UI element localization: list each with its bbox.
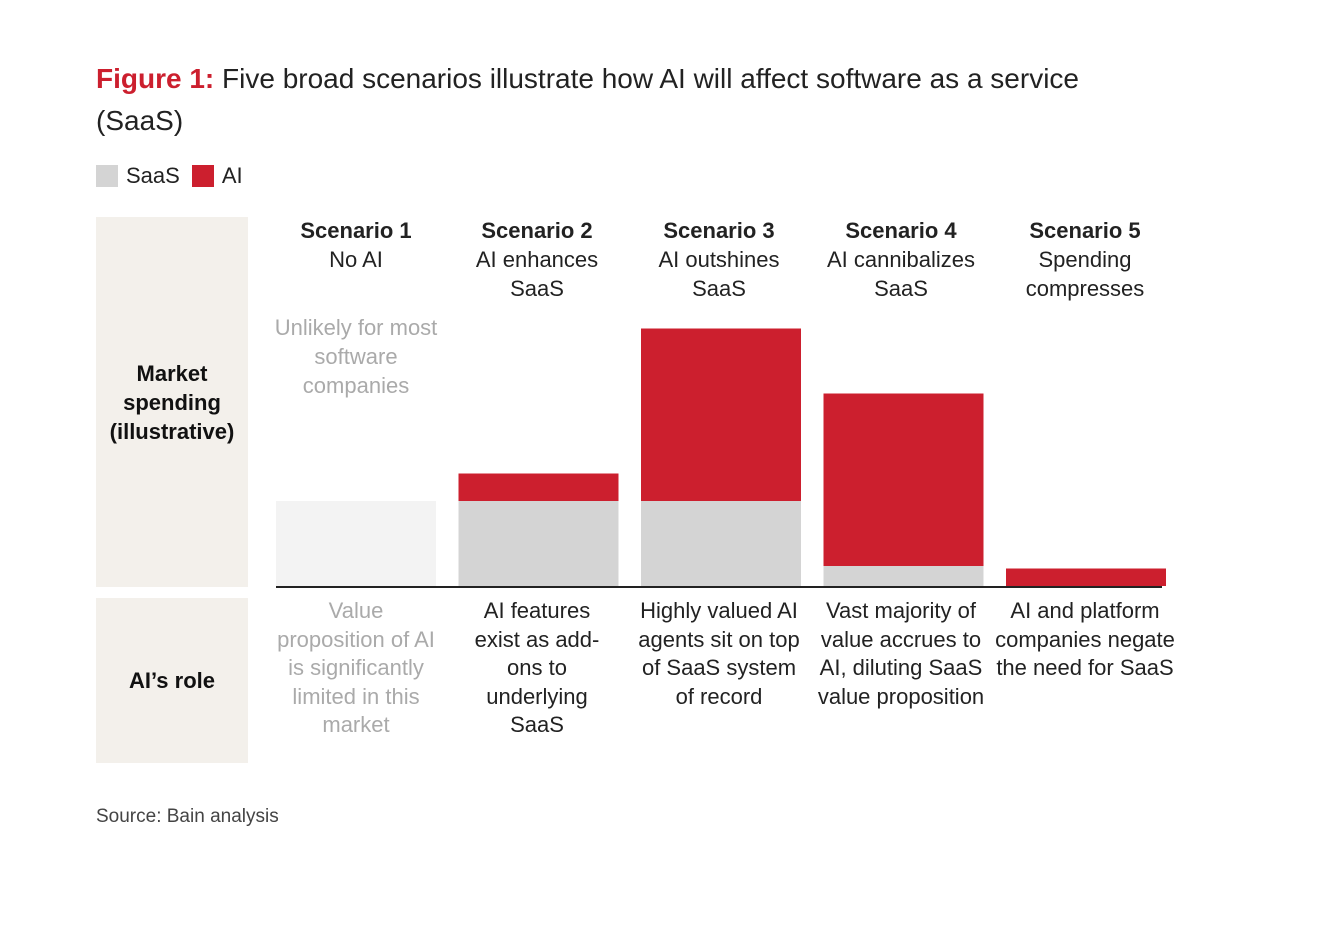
scenario-3-header: Scenario 3 AI outshines SaaS [628, 216, 810, 303]
legend-item-saas: SaaS [96, 163, 180, 189]
figure-label: Figure 1: [96, 63, 215, 94]
scenario-2-role: AI features exist as add-ons to underlyi… [474, 598, 600, 737]
scenario-1-role: Value proposition of AI is significantly… [277, 598, 435, 737]
scenario-4-subtitle: AI cannibalizes SaaS [827, 247, 975, 301]
legend-swatch-saas [96, 165, 118, 187]
scenario-4-title: Scenario 4 [845, 218, 957, 243]
scenario-4-role: Vast majority of value accrues to AI, di… [817, 598, 985, 709]
scenario-2-header: Scenario 2 AI enhances SaaS [446, 216, 628, 303]
figure-title-text: Five broad scenarios illustrate how AI w… [96, 63, 1079, 136]
row-label-market-text: Market spending (illustrative) [109, 360, 235, 444]
scenario-2-title: Scenario 2 [481, 218, 593, 243]
scenario-3-role: Highly valued AI agents sit on top of Sa… [638, 598, 800, 709]
scenario-2-saas-bar [458, 501, 619, 586]
row-label-role: AI’s role [96, 598, 248, 763]
legend-swatch-ai [191, 165, 214, 187]
scenario-3-ai-bar [641, 328, 801, 501]
row-label-market: Market spending (illustrative) [96, 217, 248, 587]
scenario-2-subtitle: AI enhances SaaS [475, 247, 599, 301]
row-label-role-text: AI’s role [129, 668, 215, 693]
scenario-5-subtitle: Spending compresses [1025, 247, 1145, 301]
legend-item-ai: AI [191, 163, 243, 189]
scenario-1-saas-bar [276, 501, 436, 586]
legend-label-saas: SaaS [126, 163, 180, 188]
scenario-4-saas-bar [823, 566, 984, 586]
legend: SaaS AI [96, 163, 255, 189]
source-note: Source: Bain analysis [96, 806, 279, 827]
legend-label-ai: AI [221, 163, 243, 188]
scenario-4-ai-bar [823, 393, 984, 566]
figure-title: Figure 1: Five broad scenarios illustrat… [96, 58, 1096, 142]
scenario-3-title: Scenario 3 [663, 218, 775, 243]
scenario-5-role: AI and platform companies negate the nee… [995, 598, 1175, 680]
scenario-5-ai-bar [1006, 568, 1166, 586]
scenario-3-saas-bar [641, 501, 801, 586]
scenario-1-note: Unlikely for most software companies [274, 315, 438, 398]
scenario-5-header: Scenario 5 Spending compresses [994, 216, 1176, 303]
scenario-3-subtitle: AI outshines SaaS [658, 247, 780, 301]
scenario-2-ai-bar [458, 473, 619, 501]
scenario-1-header: Scenario 1 No AI [265, 216, 447, 274]
scenario-5-title: Scenario 5 [1029, 218, 1141, 243]
scenario-1-subtitle: No AI [329, 247, 383, 272]
scenario-1-title: Scenario 1 [300, 218, 412, 243]
scenario-4-header: Scenario 4 AI cannibalizes SaaS [810, 216, 992, 303]
